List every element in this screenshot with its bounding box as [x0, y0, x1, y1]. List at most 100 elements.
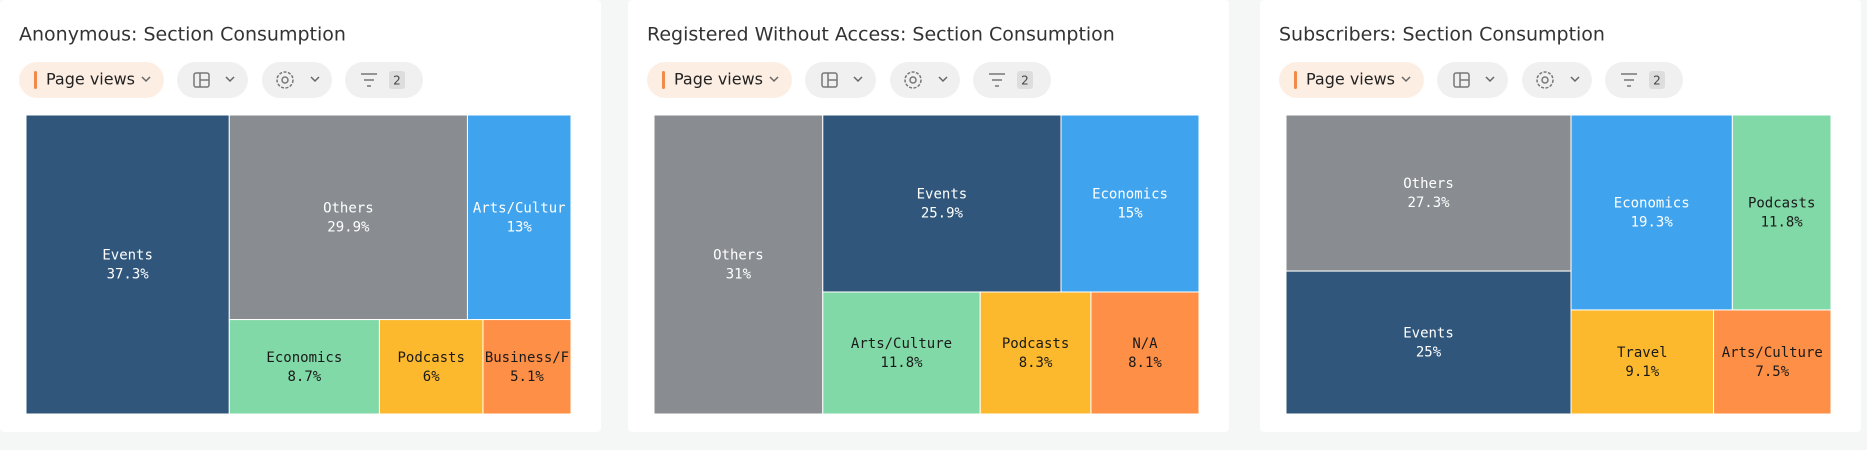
button-bg: [890, 62, 960, 98]
button-bg: [1522, 62, 1592, 98]
metric-selector[interactable]: Page views: [1279, 62, 1424, 98]
metric-label: Page views: [1306, 70, 1395, 89]
metric-label: Page views: [46, 70, 135, 89]
cell-value: 8.3%: [1019, 355, 1053, 371]
cell-value: 25.9%: [921, 205, 964, 221]
metric-accent: [1294, 71, 1297, 89]
metric-accent: [34, 71, 37, 89]
cell-value: 29.9%: [327, 219, 370, 235]
cell-label: Arts/Cultur: [473, 200, 566, 216]
cell-value: 5.1%: [510, 369, 544, 385]
treemap-cell: [466, 114, 572, 321]
chevron-icon: [225, 76, 235, 83]
cell-label: Economics: [1614, 195, 1690, 211]
treemap-cell: [1570, 309, 1715, 415]
gear-hub: [281, 76, 289, 84]
settings-button[interactable]: [1522, 62, 1592, 98]
layout-icon-line: [1459, 73, 1469, 87]
gear-icon: [276, 71, 294, 89]
layout-button[interactable]: [177, 62, 248, 98]
cell-label: Business/F: [485, 350, 569, 366]
settings-button[interactable]: [890, 62, 960, 98]
cell-value: 15%: [1117, 205, 1143, 221]
cell-value: 8.7%: [287, 369, 321, 385]
cell-value: 7.5%: [1755, 364, 1789, 380]
cell-label: Podcasts: [397, 350, 464, 366]
cell-label: Arts/Culture: [851, 336, 952, 352]
layout-icon-line: [827, 73, 837, 87]
filter-button[interactable]: 2: [345, 62, 423, 98]
cell-label: Podcasts: [1748, 195, 1815, 211]
chevron-icon: [853, 76, 863, 83]
filter-badge: [1649, 71, 1665, 89]
filter-badge: [389, 71, 405, 89]
treemap-cell: [822, 114, 1062, 293]
metric-pill: [647, 62, 792, 98]
gear-icon: [904, 71, 922, 89]
treemap-cell: [1090, 291, 1200, 415]
layout-icon-line: [199, 73, 209, 87]
layout-button[interactable]: [1437, 62, 1508, 98]
metric-pill: [1279, 62, 1424, 98]
metric-selector[interactable]: Page views: [19, 62, 164, 98]
treemap-cell: [1285, 114, 1572, 272]
cell-value: 19.3%: [1631, 214, 1674, 230]
gear-hub: [909, 76, 917, 84]
button-bg: [345, 62, 423, 98]
panel: Registered Without Access: Section Consu…: [628, 0, 1229, 432]
filter-button[interactable]: 2: [1605, 62, 1683, 98]
gear-icon: [1536, 71, 1554, 89]
button-bg: [973, 62, 1051, 98]
cell-value: 37.3%: [107, 267, 150, 283]
cell-label: Arts/Culture: [1722, 345, 1823, 361]
cell-value: 27.3%: [1407, 195, 1450, 211]
filter-count: 2: [1653, 74, 1661, 88]
filter-icon: [1621, 73, 1637, 87]
cell-label: N/A: [1132, 336, 1158, 352]
treemap-cell: [1713, 309, 1832, 415]
button-bg: [1437, 62, 1508, 98]
cell-label: Events: [917, 186, 968, 202]
settings-button[interactable]: [262, 62, 332, 98]
cell-value: 11.8%: [880, 355, 923, 371]
cell-label: Others: [1403, 176, 1454, 192]
treemap-cell: [1285, 270, 1572, 415]
panel: Subscribers: Section Consumption Page vie…: [1260, 0, 1861, 432]
cell-value: 25%: [1416, 345, 1442, 361]
cell-value: 8.1%: [1128, 355, 1162, 371]
panel-title: Subscribers: Section Consumption: [1279, 24, 1605, 46]
chevron-icon: [769, 76, 779, 83]
cell-value: 31%: [726, 267, 752, 283]
cell-value: 9.1%: [1625, 364, 1659, 380]
cell-value: 13%: [507, 219, 533, 235]
chevron-icon: [1570, 76, 1580, 83]
cell-label: Podcasts: [1002, 336, 1069, 352]
cell-label: Others: [323, 200, 374, 216]
chevron-icon: [310, 76, 320, 83]
button-bg: [177, 62, 248, 98]
treemap-cell: [653, 114, 824, 415]
cell-label: Travel: [1617, 345, 1668, 361]
treemap-cell: [228, 319, 380, 415]
metric-pill: [19, 62, 164, 98]
filter-icon: [989, 73, 1005, 87]
chevron-icon: [1401, 76, 1411, 83]
treemap-cell: [1570, 114, 1733, 311]
layout-button[interactable]: [805, 62, 876, 98]
cell-label: Economics: [1092, 186, 1168, 202]
treemap-cell: [378, 319, 484, 415]
filter-icon: [361, 73, 377, 87]
filter-button[interactable]: 2: [973, 62, 1051, 98]
chevron-icon: [141, 76, 151, 83]
metric-accent: [662, 71, 665, 89]
cell-value: 6%: [423, 369, 440, 385]
gear-hub: [1541, 76, 1549, 84]
metric-selector[interactable]: Page views: [647, 62, 792, 98]
button-bg: [1605, 62, 1683, 98]
button-bg: [805, 62, 876, 98]
panel-title: Anonymous: Section Consumption: [19, 24, 346, 46]
filter-count: 2: [1021, 74, 1029, 88]
filter-badge: [1017, 71, 1033, 89]
treemap-cell: [482, 319, 572, 415]
